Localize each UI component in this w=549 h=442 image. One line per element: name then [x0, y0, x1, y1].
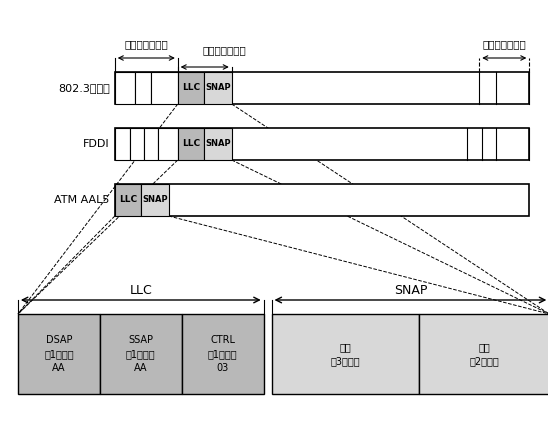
Bar — [115, 72, 135, 104]
Bar — [158, 128, 178, 160]
Bar — [204, 128, 232, 160]
Bar — [144, 128, 158, 160]
Bar — [115, 184, 141, 216]
Bar — [115, 72, 529, 104]
Bar — [204, 72, 232, 104]
Bar — [115, 184, 529, 216]
Text: SSAP
（1字节）
AA: SSAP （1字节） AA — [126, 335, 155, 373]
Bar — [419, 314, 549, 394]
Text: CTRL
（1字节）
03: CTRL （1字节） 03 — [208, 335, 238, 373]
Text: LLC: LLC — [130, 283, 152, 297]
Bar — [115, 128, 130, 160]
Text: LLC: LLC — [182, 84, 200, 92]
Bar — [141, 184, 169, 216]
Text: SNAP: SNAP — [394, 283, 427, 297]
Text: 类型
（2字节）: 类型 （2字节） — [469, 342, 499, 366]
Bar — [130, 128, 144, 160]
Bar — [100, 314, 182, 394]
Text: SNAP: SNAP — [205, 84, 231, 92]
Text: SNAP: SNAP — [142, 195, 167, 205]
Text: 厂商
（3字节）: 厂商 （3字节） — [330, 342, 360, 366]
Bar — [182, 314, 264, 394]
Text: ATM AAL5: ATM AAL5 — [54, 195, 110, 205]
Bar — [178, 128, 204, 160]
Bar — [18, 314, 100, 394]
Text: 介质访问控制层: 介质访问控制层 — [483, 39, 526, 49]
Bar — [178, 72, 204, 104]
Text: 802.3以太网: 802.3以太网 — [58, 83, 110, 93]
Bar — [151, 72, 178, 104]
Bar — [115, 128, 529, 160]
Text: 介质访问控制层: 介质访问控制层 — [125, 39, 168, 49]
Text: 逻辑链路控制层: 逻辑链路控制层 — [203, 45, 247, 55]
Bar — [135, 72, 151, 104]
Text: LLC: LLC — [182, 140, 200, 149]
Text: LLC: LLC — [119, 195, 137, 205]
Text: SNAP: SNAP — [205, 140, 231, 149]
Bar — [272, 314, 419, 394]
Text: DSAP
（1字节）
AA: DSAP （1字节） AA — [44, 335, 74, 373]
Text: FDDI: FDDI — [83, 139, 110, 149]
